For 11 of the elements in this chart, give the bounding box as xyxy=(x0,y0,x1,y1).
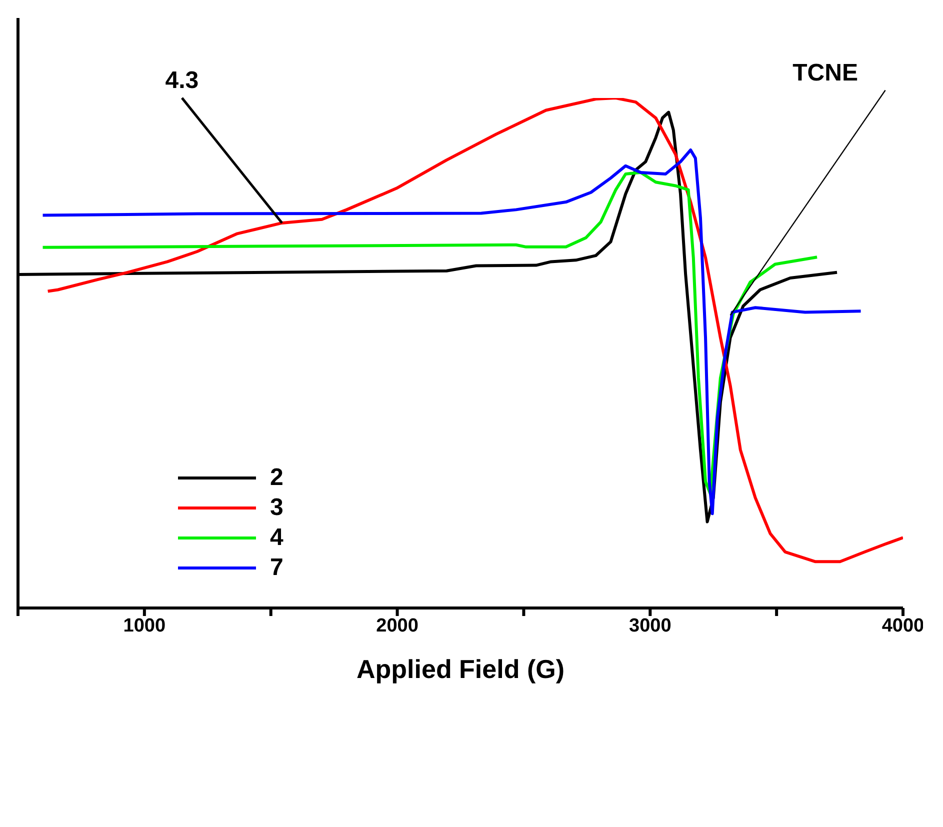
x-tick-label: 3000 xyxy=(629,615,672,636)
x-tick-label: 4000 xyxy=(882,615,924,636)
annotation: 4.3 xyxy=(165,66,199,94)
legend-label: 7 xyxy=(270,554,284,582)
legend-label: 3 xyxy=(270,494,284,522)
x-tick-label: 2000 xyxy=(376,615,418,636)
x-tick-label: 1000 xyxy=(123,615,166,636)
annotation: TCNE xyxy=(792,59,858,86)
x-axis-title: Applied Field (G) xyxy=(356,654,564,684)
legend-label: 4 xyxy=(270,524,284,552)
legend-label: 2 xyxy=(270,464,284,492)
